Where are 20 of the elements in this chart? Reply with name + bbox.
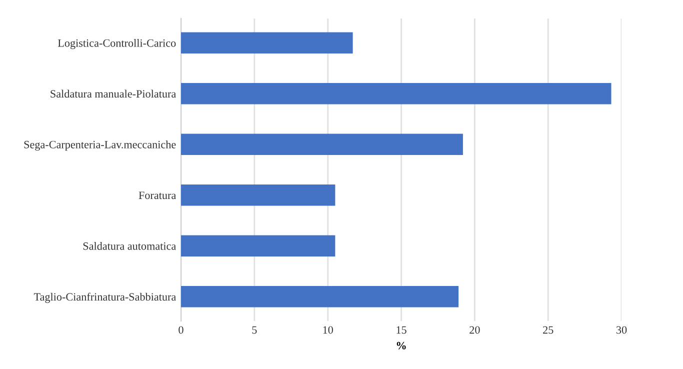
bar xyxy=(180,134,463,156)
y-tick-label: Saldatura manuale-Piolatura xyxy=(50,90,176,98)
y-tick-label: Foratura xyxy=(138,192,176,200)
x-axis-title: % xyxy=(396,342,406,350)
x-tick-label: 10 xyxy=(323,326,333,334)
x-tick-label: 20 xyxy=(470,326,480,334)
y-tick-label: Saldatura automatica xyxy=(83,242,176,250)
bar xyxy=(180,32,353,54)
bar xyxy=(180,235,336,257)
x-tick-label: 0 xyxy=(178,326,184,334)
x-tick-label: 5 xyxy=(252,326,257,334)
x-tick-label: 25 xyxy=(543,326,554,334)
y-tick-label: Sega-Carpenteria-Lav.meccaniche xyxy=(24,140,176,151)
y-tick-label: Logistica-Controlli-Carico xyxy=(58,39,176,50)
y-tick-label: Taglio-Cianfrinatura-Sabbiatura xyxy=(34,292,176,303)
x-tick-label: 15 xyxy=(396,326,406,334)
bar xyxy=(180,286,459,308)
bar xyxy=(180,82,612,104)
x-tick-label: 30 xyxy=(616,326,627,334)
bar xyxy=(180,184,336,206)
